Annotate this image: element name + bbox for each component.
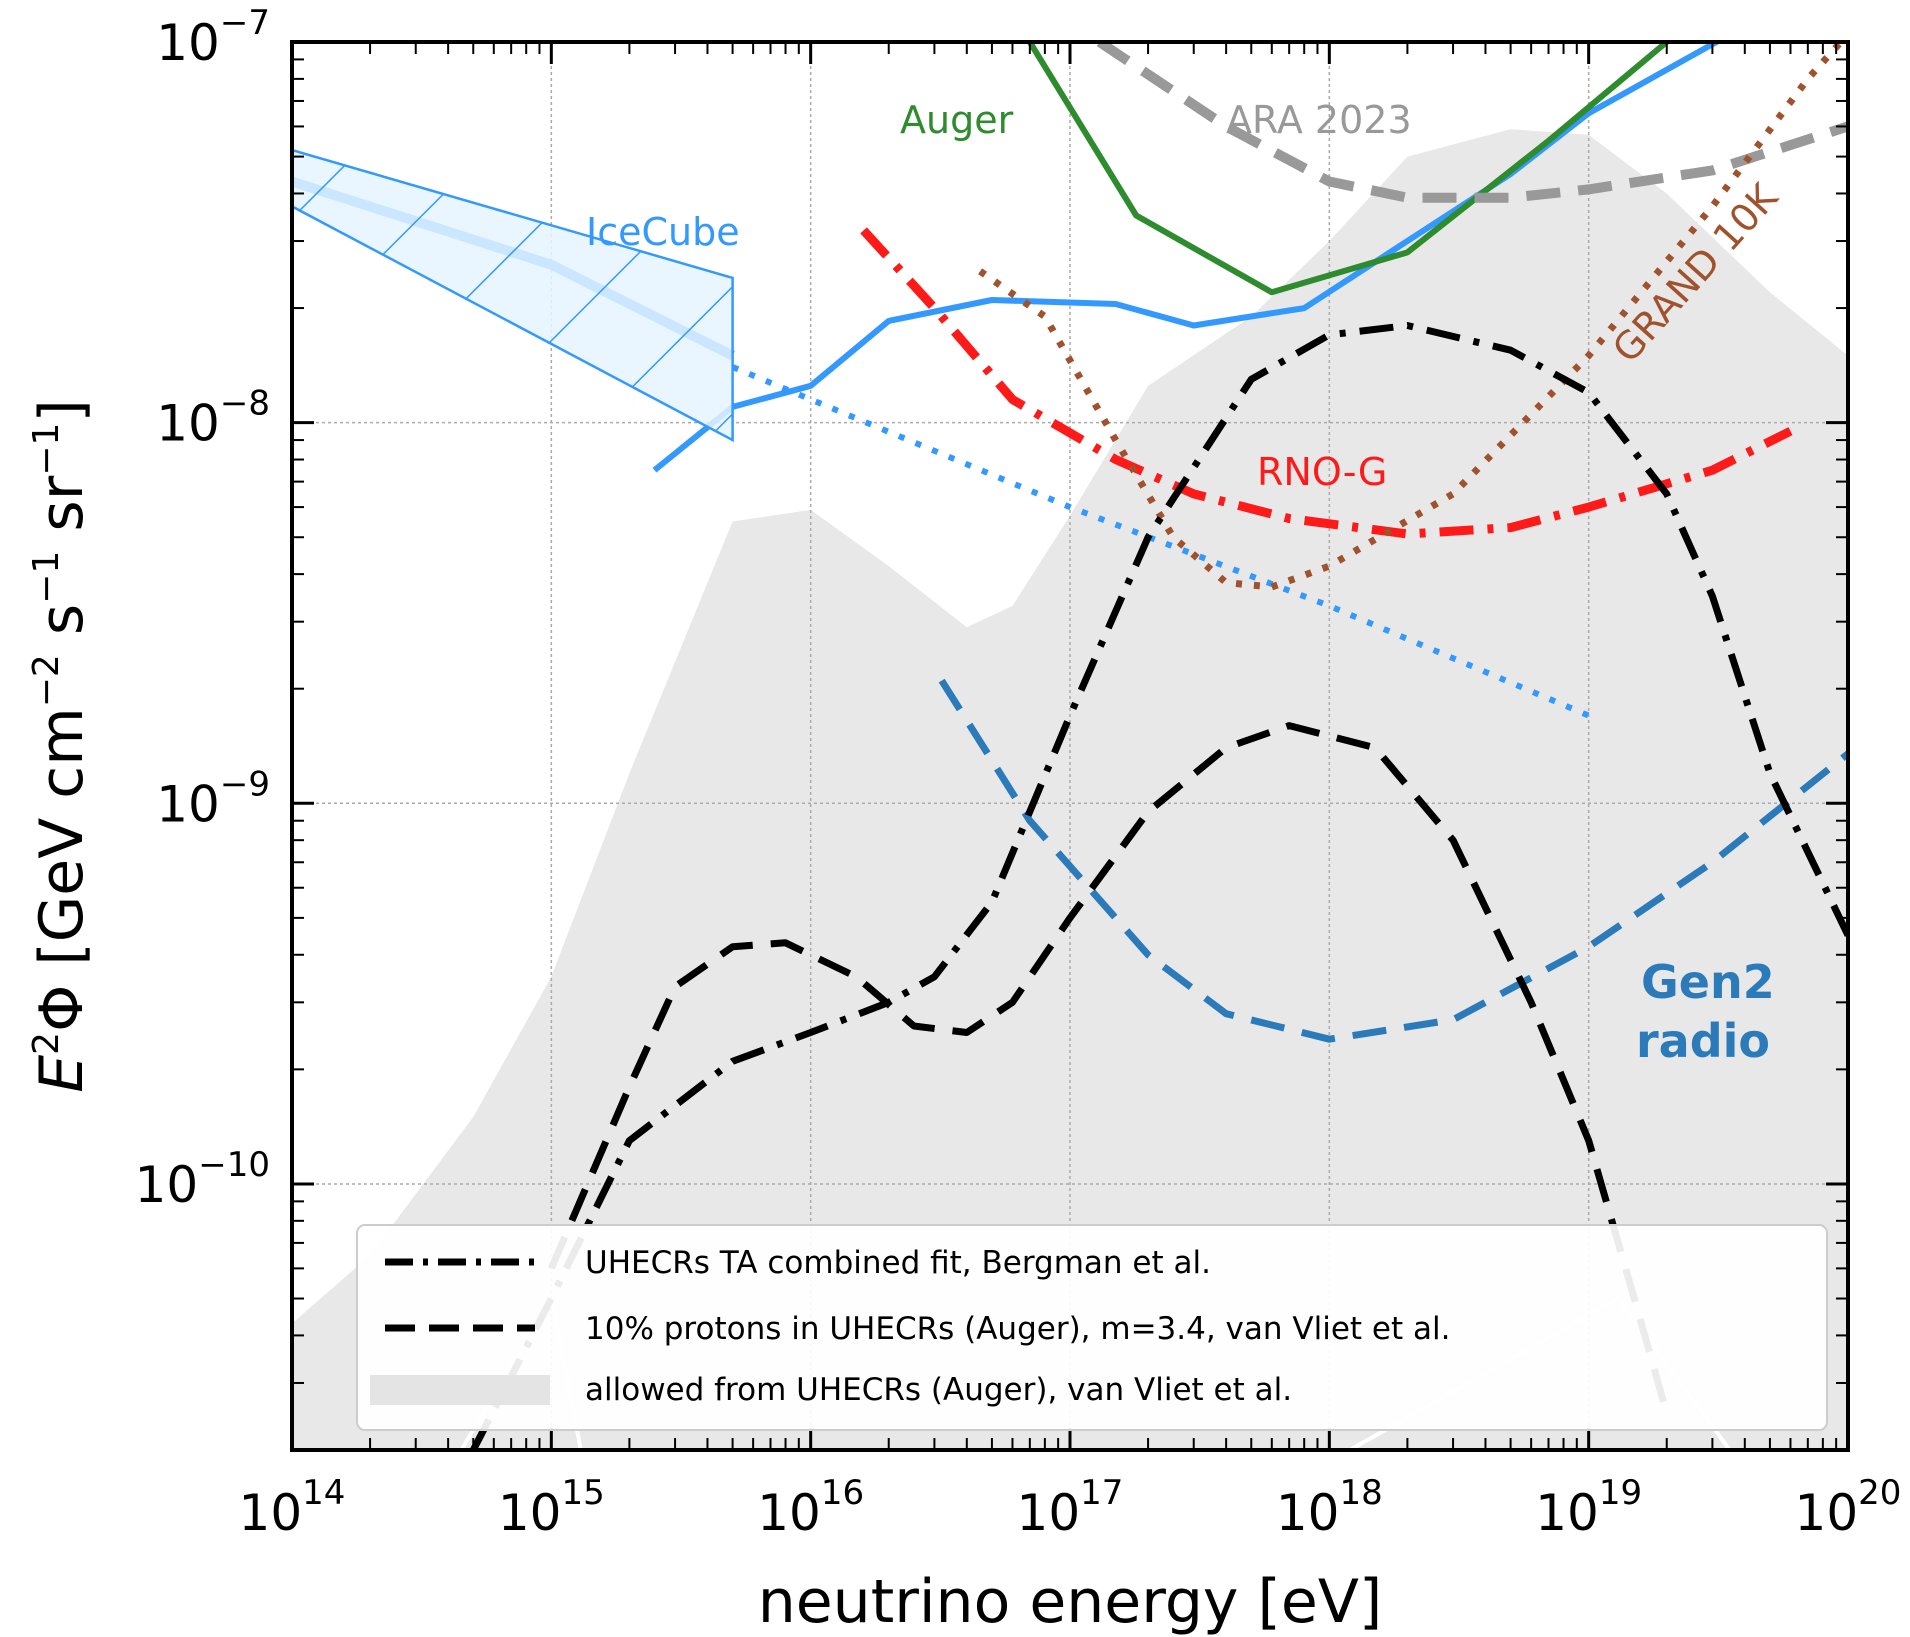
x-axis-title: neutrino energy [eV] <box>758 1567 1383 1637</box>
icecube-label: IceCube <box>586 210 740 254</box>
rno-g-line <box>860 227 1793 539</box>
y-axis-title-s: s <box>27 604 97 654</box>
y-axis-title-unit: Φ [GeV cm <box>27 707 97 1032</box>
gen2-label: Gen2 <box>1641 955 1775 1009</box>
y-axis-title-s-exp: −1 <box>26 551 67 604</box>
auger-line <box>1027 42 1669 296</box>
x-tick-label: 1018 <box>1276 1473 1383 1542</box>
allowed-region <box>292 129 1848 1450</box>
uhecrs-ta-combined-fit-bergman-et-al-line <box>470 322 1848 1450</box>
legend-swatch-allowed <box>370 1375 550 1405</box>
icecube-band-hatch <box>292 150 733 441</box>
y-tick-label: 10−10 <box>135 1145 270 1214</box>
y-axis-title-cm-exp: −2 <box>26 654 67 707</box>
ara-label: ARA 2023 <box>1226 98 1412 142</box>
y-axis-title: E2Φ [GeV cm−2 s−1 sr−1] <box>26 399 97 1093</box>
10-protons-in-uhecrs-auger-m-3-4-van-vliet-et-al-line <box>548 722 1671 1415</box>
gen2-radio-label: radio <box>1636 1014 1770 1068</box>
y-axis-title-e-exp: 2 <box>26 1032 67 1055</box>
plot-area: 1014 1015 1016 1017 1018 1019 1020 10−7 10−8 10−9… <box>135 3 1902 1542</box>
y-axis-title-sr-exp: −1 <box>26 423 67 476</box>
legend: UHECRs TA combined fit, Bergman et al. 1… <box>356 1224 1828 1431</box>
legend-label-protons: 10% protons in UHECRs (Auger), m=3.4, va… <box>585 1311 1450 1347</box>
ara-2023-line <box>1096 42 1848 203</box>
legend-label-allowed: allowed from UHECRs (Auger), van Vliet e… <box>585 1372 1292 1408</box>
y-tick-label: 10−8 <box>156 384 270 453</box>
svg-text:E2Φ [GeV cm−2 s−1 sr−1]: E2Φ [GeV cm−2 s−1 sr−1] <box>26 399 97 1093</box>
gen2-radio-line <box>938 678 1848 1043</box>
y-axis-title-e: E <box>27 1055 97 1093</box>
y-tick-label: 10−9 <box>156 764 270 833</box>
x-tick-label: 1019 <box>1535 1473 1642 1542</box>
x-tick-label: 1020 <box>1795 1473 1902 1542</box>
x-tick-label: 1014 <box>239 1473 346 1542</box>
x-tick-label: 1015 <box>498 1473 605 1542</box>
y-axis-title-sr: sr <box>27 475 97 550</box>
auger-label: Auger <box>900 98 1014 142</box>
legend-box <box>356 1224 1828 1431</box>
legend-label-ta-fit: UHECRs TA combined fit, Bergman et al. <box>585 1245 1211 1281</box>
icecube-extrapolation-line <box>731 364 1590 719</box>
x-tick-label: 1017 <box>1017 1473 1124 1542</box>
x-tick-label: 1016 <box>757 1473 864 1542</box>
y-tick-label: 10−7 <box>156 3 270 72</box>
rno-g-label: RNO-G <box>1257 450 1387 494</box>
y-axis-title-close: ] <box>27 399 97 422</box>
